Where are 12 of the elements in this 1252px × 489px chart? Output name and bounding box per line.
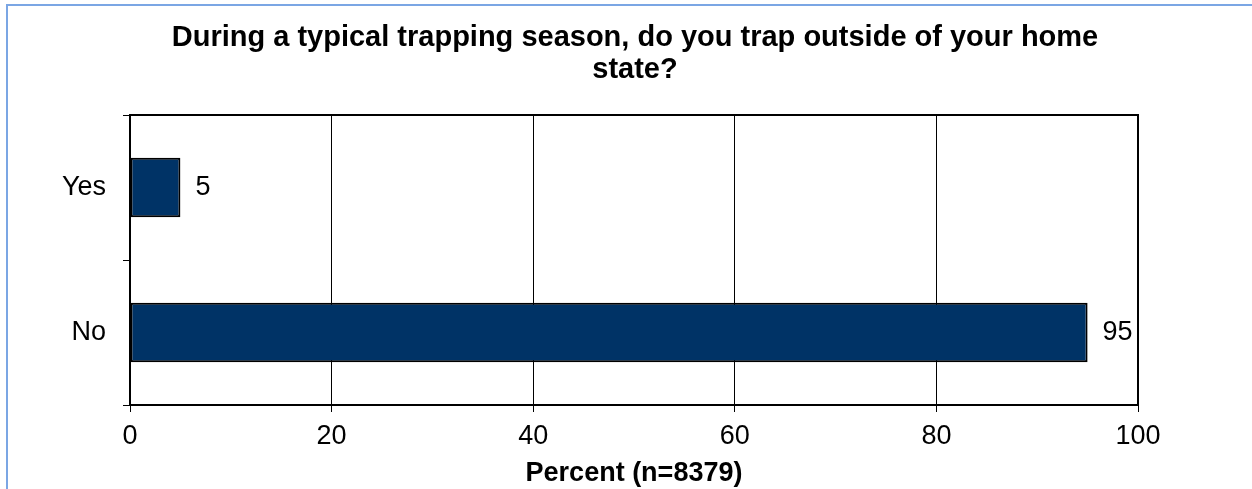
x-tick-label: 0 bbox=[122, 419, 138, 450]
x-tick-label: 80 bbox=[921, 419, 952, 450]
x-tick-label: 40 bbox=[518, 419, 549, 450]
data-label: 5 bbox=[195, 170, 211, 201]
x-axis-title: Percent (n=8379) bbox=[525, 457, 743, 487]
x-tick-label: 100 bbox=[1115, 419, 1161, 450]
data-label: 95 bbox=[1102, 315, 1133, 346]
chart-title: During a typical trapping season, do you trap outside of your home state? bbox=[170, 20, 1100, 84]
x-tick-label: 20 bbox=[316, 419, 347, 450]
y-tick-label: No bbox=[71, 315, 106, 346]
y-tick-label: Yes bbox=[61, 170, 106, 201]
x-tick-label: 60 bbox=[719, 419, 750, 450]
